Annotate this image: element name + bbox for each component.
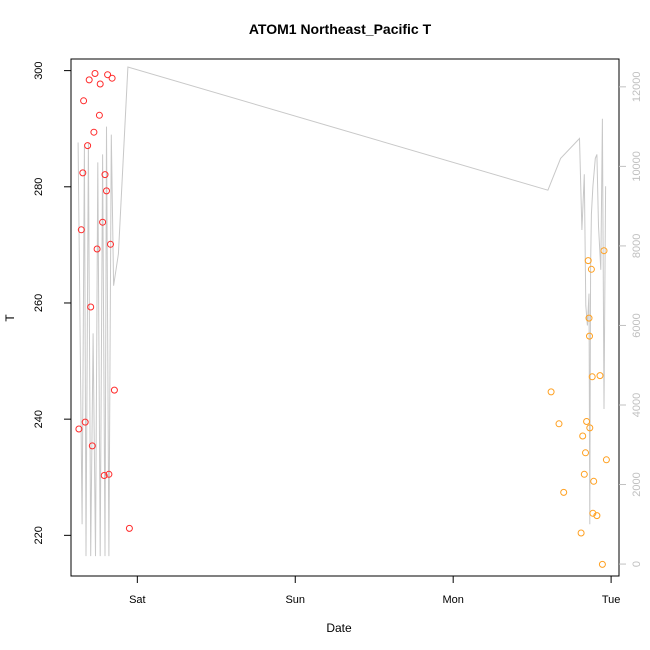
data-point: [577, 529, 585, 537]
data-point: [586, 332, 593, 340]
y-tick-label: 280: [33, 178, 45, 196]
data-point: [584, 257, 592, 265]
count-line: [77, 66, 607, 557]
data-point: [110, 386, 118, 394]
data-point: [103, 187, 110, 195]
chart-title: ATOM1 Northeast_Pacific T: [249, 21, 432, 37]
y2-tick-label: 8000: [631, 234, 643, 258]
data-point: [87, 303, 95, 311]
x-axis: Sat Sun Mon Tue: [129, 576, 620, 606]
x-tick-label: Mon: [442, 594, 463, 606]
y-tick-label: 300: [33, 61, 45, 79]
data-point: [600, 247, 608, 255]
data-point: [88, 442, 96, 450]
data-point: [84, 142, 92, 150]
y-tick-label: 260: [33, 294, 45, 312]
data-point: [580, 470, 588, 478]
data-point: [99, 218, 107, 226]
data-point: [96, 80, 104, 88]
data-point: [555, 420, 563, 428]
x-tick-label: Tue: [602, 594, 621, 606]
data-point: [579, 432, 587, 440]
plot-area-frame: [70, 58, 620, 577]
count-line-series: [77, 66, 607, 557]
y-tick-label: 220: [33, 526, 45, 544]
data-point: [81, 418, 89, 426]
data-point: [598, 560, 606, 568]
y2-axis: 0 2000 4000 6000 8000 10000 12000: [619, 72, 643, 567]
data-point: [105, 470, 113, 478]
data-point: [583, 418, 591, 425]
y2-tick-label: 0: [631, 561, 643, 567]
y2-tick-label: 2000: [631, 472, 643, 496]
temperature-point-series: [75, 70, 610, 568]
y2-tick-label: 6000: [631, 313, 643, 337]
data-point: [596, 372, 604, 380]
data-point: [589, 509, 597, 517]
y-axis-label: T: [3, 314, 17, 322]
data-point: [91, 70, 99, 77]
data-point: [104, 71, 112, 79]
data-point: [108, 74, 116, 82]
y-tick-label: 240: [33, 410, 45, 428]
data-point: [582, 449, 589, 457]
data-point: [107, 240, 114, 248]
data-point: [125, 524, 133, 532]
data-point: [585, 314, 593, 322]
y2-tick-label: 12000: [631, 72, 643, 103]
data-point: [602, 456, 610, 464]
data-point: [75, 425, 83, 433]
data-point: [590, 477, 598, 485]
data-point: [93, 245, 101, 253]
data-point: [80, 97, 88, 105]
data-point: [560, 488, 568, 496]
x-tick-label: Sun: [285, 594, 305, 606]
data-point: [593, 512, 601, 520]
data-point: [77, 226, 85, 234]
data-point: [587, 265, 595, 273]
x-axis-label: Date: [326, 621, 352, 635]
x-tick-label: Sat: [129, 594, 146, 606]
data-point: [95, 111, 103, 119]
data-point: [588, 373, 596, 381]
data-point: [100, 472, 108, 479]
data-point: [79, 169, 87, 177]
data-point: [586, 424, 594, 432]
y-axis: 220 240 260 280 300: [33, 61, 71, 545]
data-point: [547, 388, 555, 396]
y2-tick-label: 4000: [631, 393, 643, 417]
data-point: [85, 76, 93, 84]
data-point: [90, 128, 98, 136]
data-point: [101, 171, 109, 179]
y2-tick-label: 10000: [631, 151, 643, 182]
